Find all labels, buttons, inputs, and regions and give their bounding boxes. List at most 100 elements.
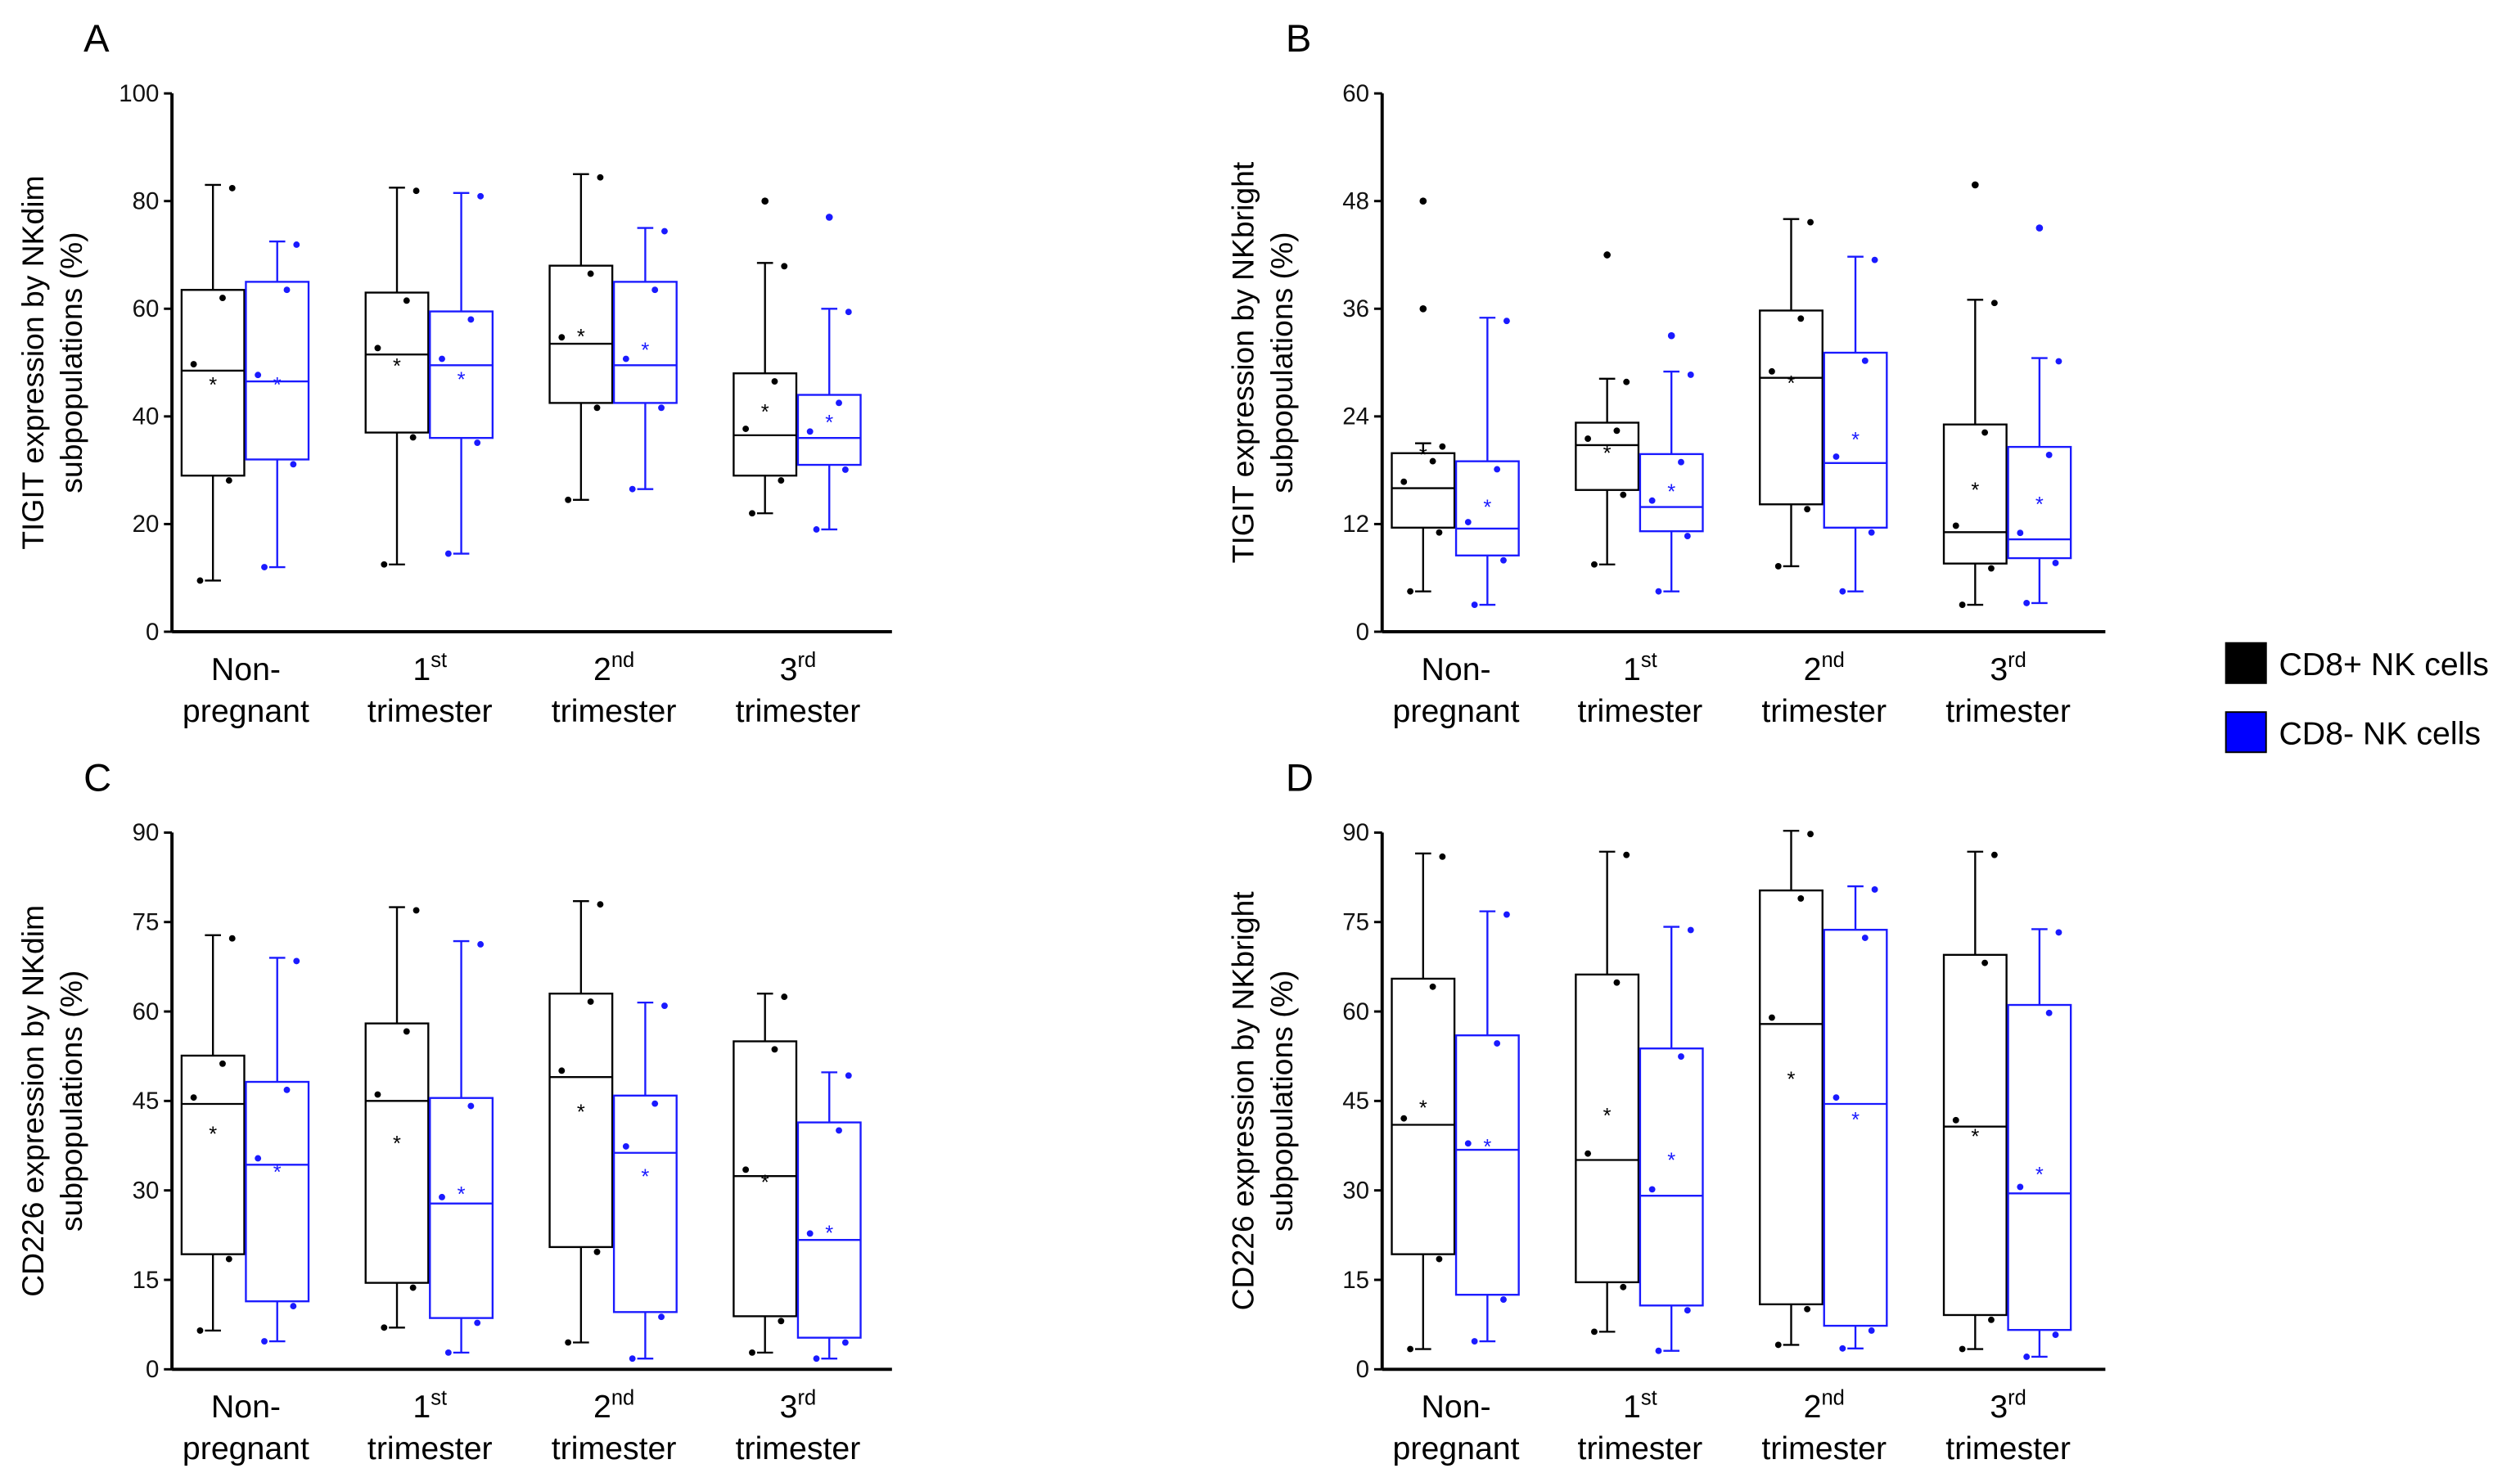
data-point — [806, 1230, 814, 1237]
x-category-label: 2nd — [1804, 1386, 1845, 1425]
data-point — [1868, 1327, 1875, 1334]
y-tick-label: 45 — [133, 1088, 160, 1115]
data-point — [661, 1002, 668, 1009]
y-tick-label: 40 — [133, 403, 160, 430]
data-point — [2023, 1354, 2031, 1360]
category-main: 2 — [593, 651, 611, 687]
box-iqr — [1942, 423, 2008, 565]
outlier-point — [1419, 304, 1427, 313]
panel-letter: C — [83, 755, 111, 799]
data-point — [1959, 1345, 1966, 1353]
data-point — [587, 270, 594, 277]
y-tick-label: 75 — [133, 909, 160, 936]
data-point — [593, 1248, 601, 1255]
data-point — [474, 439, 481, 446]
data-point — [1678, 1053, 1684, 1060]
box-cd8neg: * — [1823, 255, 1888, 595]
data-point — [477, 941, 485, 948]
x-category-label-line2: trimester — [1578, 1430, 1703, 1466]
box-cd8neg: * — [612, 1001, 678, 1363]
panel-A: A 0 20 40 60 80 100 TIGIT expression by NKdim su… — [16, 16, 892, 729]
data-point — [2017, 529, 2024, 537]
data-point — [661, 227, 668, 235]
panel-letter: B — [1286, 16, 1311, 60]
x-category-label: 1st — [412, 1386, 447, 1425]
data-point — [1429, 983, 1436, 990]
category-superscript: nd — [1821, 1386, 1844, 1409]
category-main: 1 — [1623, 651, 1641, 687]
data-point — [283, 1086, 291, 1093]
data-point — [841, 1339, 849, 1346]
mean-marker: * — [761, 401, 769, 424]
y-axis-label-line2: subpopulations (%) — [1265, 971, 1299, 1232]
box-cd8neg: * — [1639, 926, 1704, 1354]
x-category-label-line2: trimester — [367, 693, 493, 729]
data-point — [558, 334, 566, 341]
box-cd8neg: * — [1454, 317, 1520, 609]
y-tick-label: 30 — [133, 1177, 160, 1204]
category-main: 1 — [412, 1389, 431, 1425]
y-tick-label: 15 — [133, 1267, 160, 1294]
data-point — [1952, 1116, 1959, 1124]
box-cd8pos: * — [1391, 197, 1456, 595]
y-tick-label: 90 — [133, 819, 160, 846]
category-main: 3 — [780, 651, 798, 687]
box-cd8pos: * — [548, 900, 614, 1346]
data-point — [290, 1303, 297, 1310]
data-point — [1436, 529, 1443, 536]
data-point — [412, 187, 420, 195]
y-axis-label-line2: subpopulations (%) — [54, 232, 88, 493]
mean-marker: * — [1787, 372, 1796, 395]
box-iqr — [245, 281, 310, 461]
mean-marker: * — [1603, 443, 1612, 466]
x-category-label: 1st — [412, 649, 447, 687]
category-main: 2 — [593, 1389, 611, 1425]
box-cd8neg: * — [796, 1071, 862, 1363]
data-point — [658, 404, 665, 412]
box-iqr — [548, 264, 614, 404]
x-category-label-line2: pregnant — [1393, 1430, 1520, 1466]
x-category-label: 2nd — [593, 649, 634, 687]
data-point — [565, 1339, 572, 1346]
data-point — [381, 561, 388, 568]
data-point — [1684, 533, 1691, 539]
x-category-label-line2: trimester — [552, 1430, 677, 1466]
x-category-label-line2: pregnant — [183, 693, 309, 729]
mean-marker: * — [577, 326, 585, 349]
box-cd8neg: * — [796, 214, 862, 533]
data-point — [1623, 378, 1630, 385]
box-iqr — [612, 1094, 678, 1313]
panel-letter: A — [83, 16, 110, 60]
data-point — [1687, 926, 1694, 934]
y-tick-label: 60 — [133, 295, 160, 322]
mean-marker: * — [1419, 444, 1427, 467]
data-point — [1871, 886, 1878, 893]
mean-marker: * — [577, 1101, 585, 1124]
x-category-label: 3rd — [1990, 1386, 2026, 1425]
box-iqr — [1639, 1047, 1704, 1307]
category-main: Non- — [211, 651, 281, 687]
data-point — [1804, 1305, 1811, 1313]
data-point — [1429, 457, 1436, 465]
box-cd8pos: * — [548, 173, 614, 503]
data-point — [1585, 1150, 1592, 1157]
data-point — [1613, 427, 1621, 435]
box-cd8pos: * — [1942, 850, 2008, 1353]
data-point — [1613, 979, 1621, 986]
data-point — [219, 295, 226, 302]
data-point — [1804, 506, 1811, 513]
data-point — [1623, 851, 1630, 858]
box-iqr — [1575, 973, 1640, 1284]
data-point — [1648, 497, 1656, 504]
data-point — [622, 1142, 629, 1150]
data-point — [228, 184, 236, 191]
y-axis-label: TIGIT expression by NKbright subpopulatio… — [1226, 161, 1299, 563]
y-tick-label: 60 — [133, 998, 160, 1025]
x-category-label: 2nd — [593, 1386, 634, 1425]
data-point — [190, 361, 197, 368]
x-category-label: Non- — [211, 651, 281, 687]
data-point — [1833, 1094, 1840, 1101]
box-iqr — [1942, 953, 2008, 1317]
data-point — [629, 485, 636, 493]
